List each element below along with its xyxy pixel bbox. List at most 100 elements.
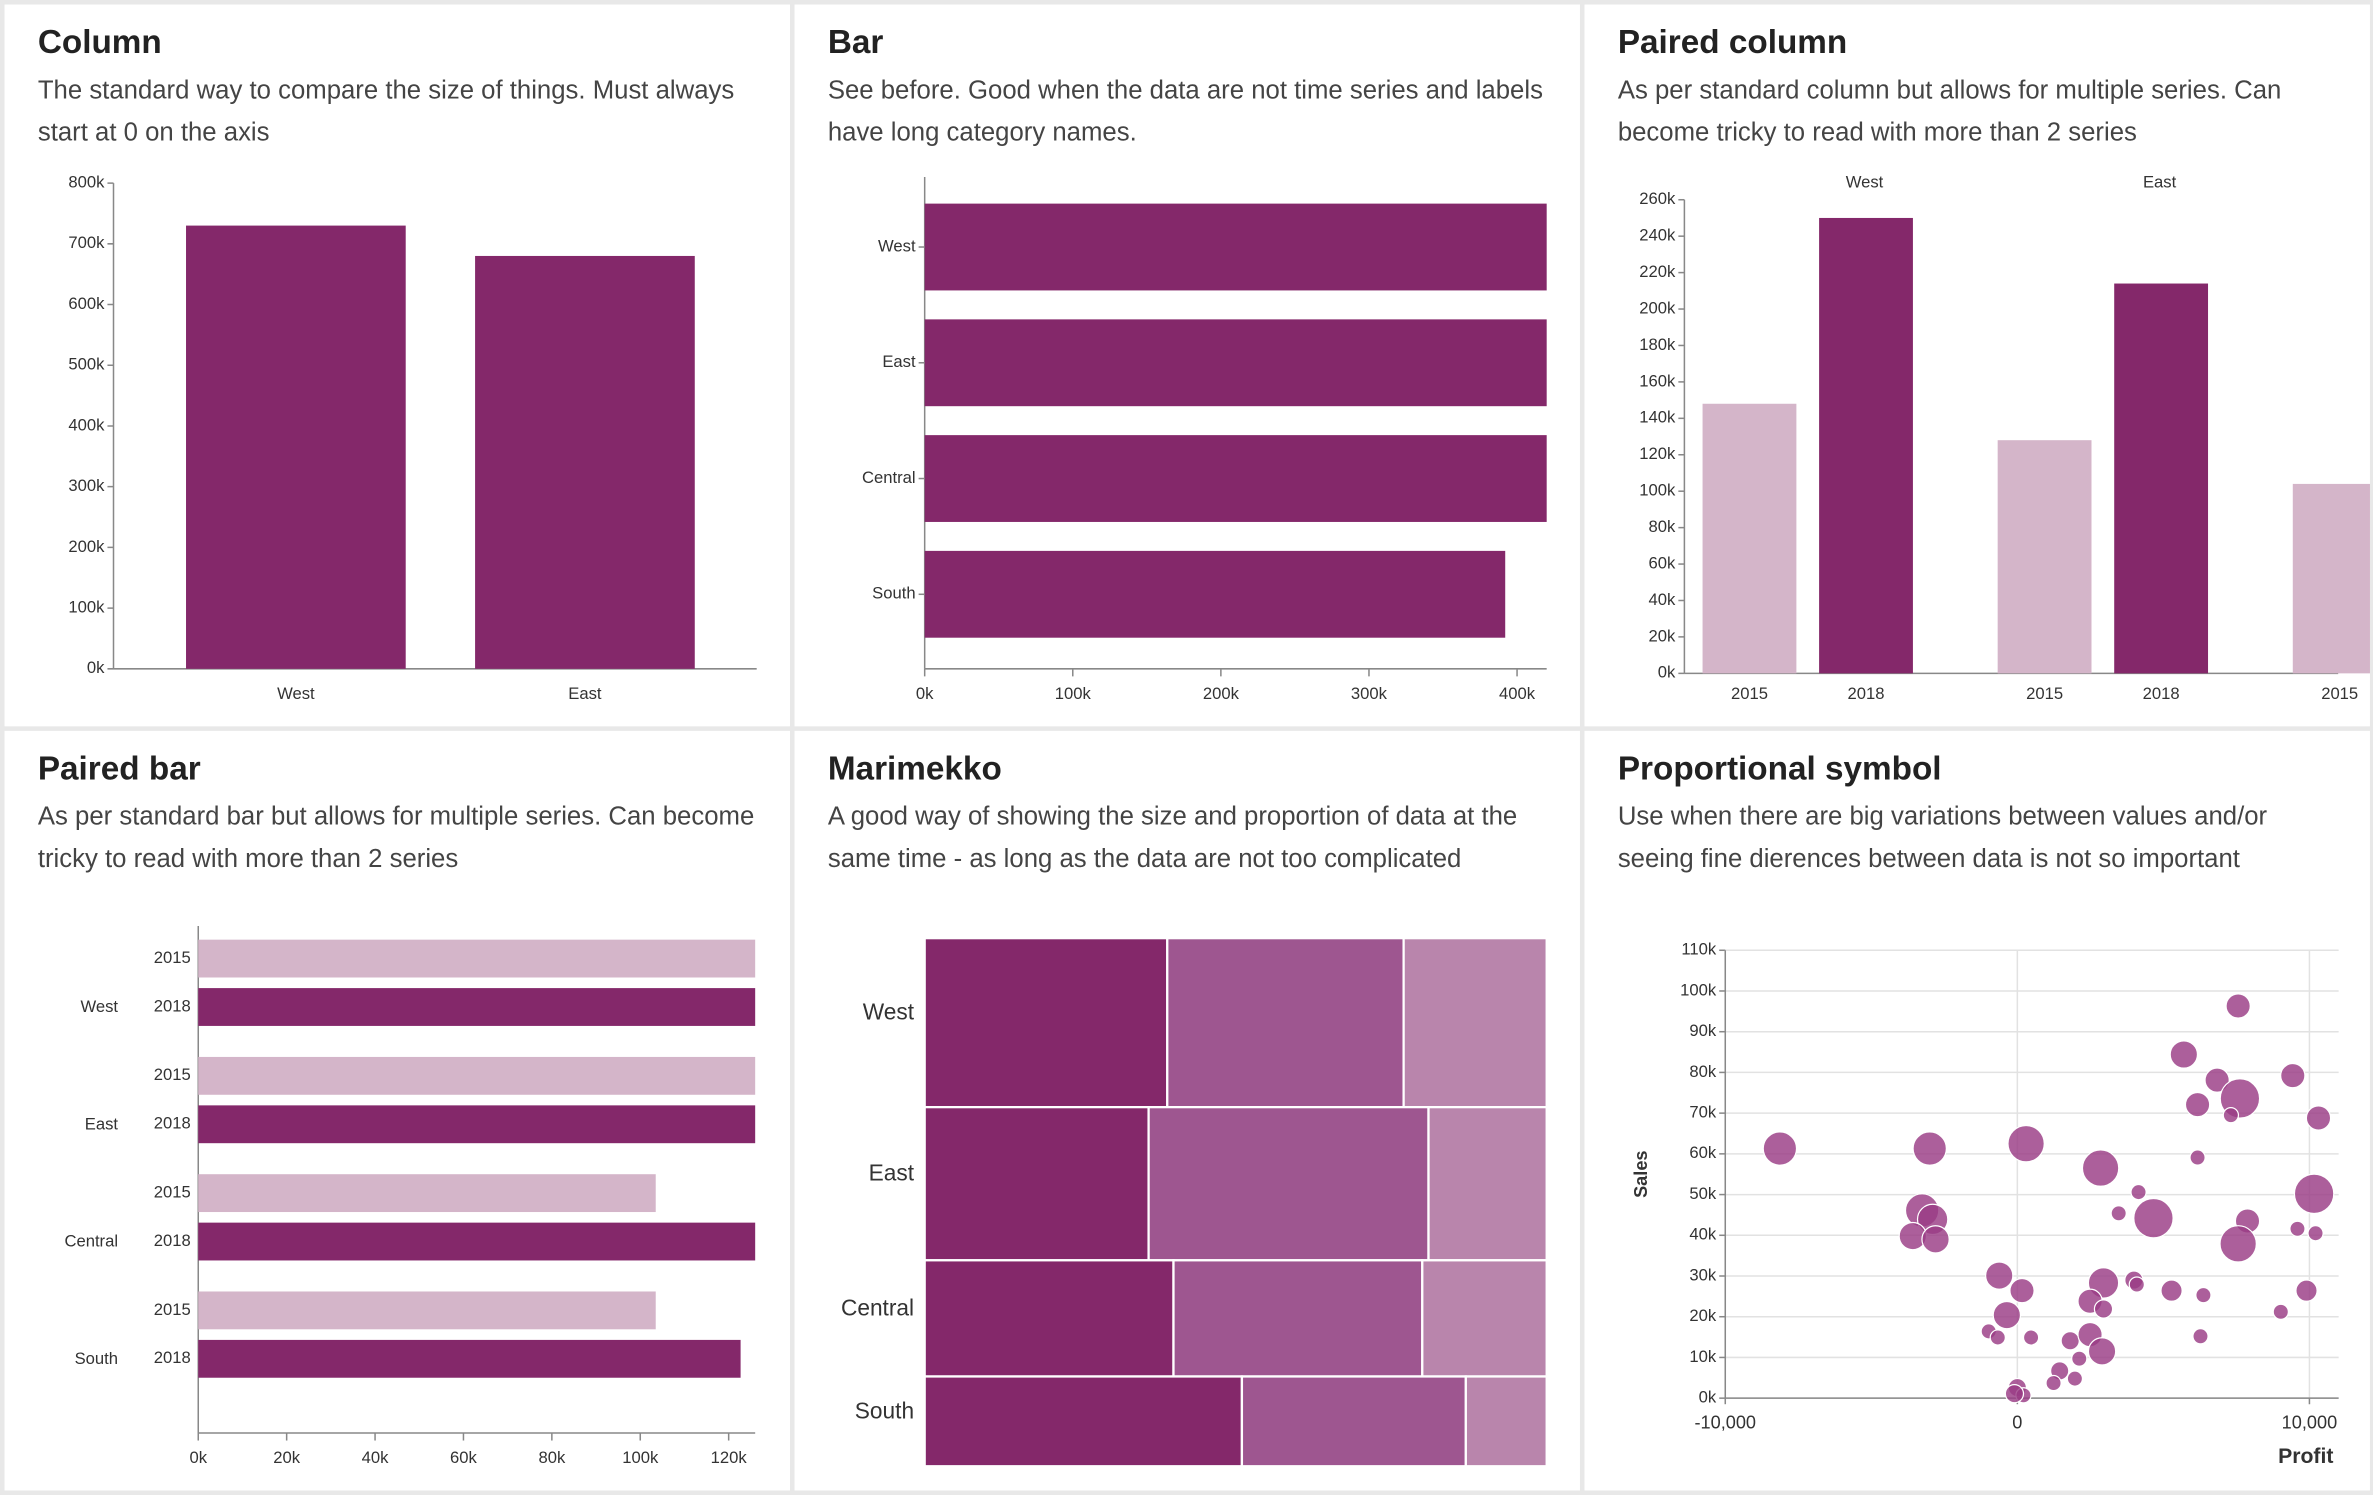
bubble	[2007, 1124, 2045, 1163]
x-tick-label: 100k	[622, 1448, 659, 1467]
segment	[923, 1106, 1150, 1262]
y-tick-label: 50k	[1689, 1184, 1716, 1203]
bar	[2292, 483, 2370, 674]
bubble	[2060, 1331, 2080, 1351]
y-tick-label: West	[878, 236, 916, 255]
x-tick-label: 100k	[1055, 684, 1092, 703]
panel-description: As per standard column but allows for mu…	[1617, 75, 2282, 147]
bubble	[2307, 1225, 2324, 1242]
bubble	[2066, 1370, 2084, 1387]
bubble	[2004, 1383, 2025, 1404]
bar	[198, 1222, 756, 1261]
x-tick-label: 2018	[2143, 684, 2180, 703]
category-label: East	[869, 1160, 915, 1186]
segment	[923, 1259, 1175, 1378]
bubble	[2219, 1225, 2257, 1263]
y-tick-label: 80k	[1649, 517, 1676, 536]
segment	[1147, 1106, 1430, 1262]
y-tick-label: 100k	[68, 597, 105, 616]
bar	[475, 255, 695, 669]
y-tick-label: 400k	[68, 415, 105, 434]
y-tick-label: 160k	[1639, 371, 1676, 390]
chart-panel: 0k 20k 40k 60k 80k 100k 120k West 2015 2018 East 20…	[64, 926, 756, 1467]
y-tick-label: 110k	[1681, 940, 1717, 959]
y-tick-label: 80k	[1689, 1062, 1716, 1081]
bar	[1997, 440, 2092, 674]
y-tick-label: 220k	[1639, 262, 1676, 281]
bubble	[2184, 1091, 2211, 1118]
bubble	[2305, 1105, 2332, 1131]
bar	[198, 939, 756, 978]
bubble	[2071, 1350, 2088, 1367]
x-tick-label: 2018	[1848, 684, 1885, 703]
segment	[1240, 1375, 1467, 1468]
bar	[924, 203, 1547, 291]
segment	[1402, 937, 1548, 1109]
panel-description: Use when there are big variations betwee…	[1617, 801, 2268, 874]
y-tick-label: 70k	[1689, 1103, 1716, 1122]
bar	[198, 1291, 656, 1330]
y-tick-label: South	[872, 584, 915, 603]
bubble	[2280, 1062, 2306, 1089]
x-tick-label: 400k	[1499, 684, 1536, 703]
y-tick-label: 260k	[1639, 189, 1676, 208]
y-tick-label: 0k	[87, 658, 105, 677]
y-tick-label: 180k	[1639, 335, 1676, 354]
bar	[2114, 283, 2209, 674]
bubble	[1985, 1261, 2014, 1290]
x-tick-label: 40k	[362, 1448, 389, 1467]
y-tick-label: 90k	[1689, 1021, 1716, 1040]
x-tick-label: 20k	[273, 1448, 300, 1467]
panel-title: Paired column	[1617, 22, 1848, 61]
category-label: Central	[64, 1232, 118, 1251]
bubble	[2081, 1149, 2120, 1187]
bubble	[1992, 1300, 2022, 1330]
segment	[923, 1375, 1244, 1468]
segment	[1464, 1375, 1548, 1468]
y-tick-label: 60k	[1689, 1143, 1716, 1162]
segment	[1172, 1259, 1424, 1378]
y-tick-label: 10k	[1689, 1347, 1716, 1366]
x-tick-label: -10,000	[1694, 1413, 1756, 1433]
bubble	[2009, 1277, 2035, 1304]
bar	[198, 1174, 656, 1213]
y-tick-label: 800k	[68, 172, 105, 191]
bubble	[2128, 1276, 2145, 1293]
x-tick-label: 2015	[1731, 684, 1768, 703]
y-tick-label: 20k	[1689, 1306, 1716, 1325]
x-axis-label: Profit	[2278, 1445, 2333, 1468]
segment	[1166, 937, 1405, 1109]
category-label: West	[863, 999, 915, 1025]
y-tick-label: 120k	[1639, 444, 1676, 463]
bar	[198, 988, 756, 1026]
bubble	[2222, 1107, 2240, 1124]
x-tick-label: 0k	[189, 1448, 207, 1467]
bar	[198, 1056, 756, 1095]
x-tick-label: 10,000	[2282, 1413, 2338, 1433]
bar	[924, 435, 1547, 522]
y-tick-label: 0k	[1658, 663, 1676, 682]
x-tick-label: 0k	[916, 684, 934, 703]
y-tick-label: 300k	[68, 476, 105, 495]
y-tick-label: 240k	[1639, 226, 1676, 245]
y-tick-label: 40k	[1689, 1225, 1716, 1244]
bubble	[2189, 1149, 2206, 1166]
segment	[923, 937, 1169, 1109]
bubble	[2093, 1299, 2114, 1319]
x-tick-label: 2015	[2026, 684, 2063, 703]
y-tick-label: 600k	[68, 294, 105, 313]
series-label: 2018	[154, 1348, 191, 1367]
y-tick-label: 60k	[1649, 553, 1676, 572]
y-tick-label: 100k	[1680, 980, 1717, 999]
category-label: South	[855, 1397, 914, 1423]
chart-panel: 0k 100k 200k 300k 400k 500k 600k 700k 800k West Ea…	[68, 172, 757, 703]
panel-title: Paired bar	[37, 749, 201, 787]
series-label: 2018	[154, 1231, 191, 1250]
bubble	[2204, 1067, 2230, 1093]
bubble	[2295, 1279, 2318, 1302]
x-tick-label: 300k	[1351, 684, 1388, 703]
y-tick-label: 500k	[68, 355, 105, 374]
y-tick-label: 140k	[1639, 408, 1676, 427]
